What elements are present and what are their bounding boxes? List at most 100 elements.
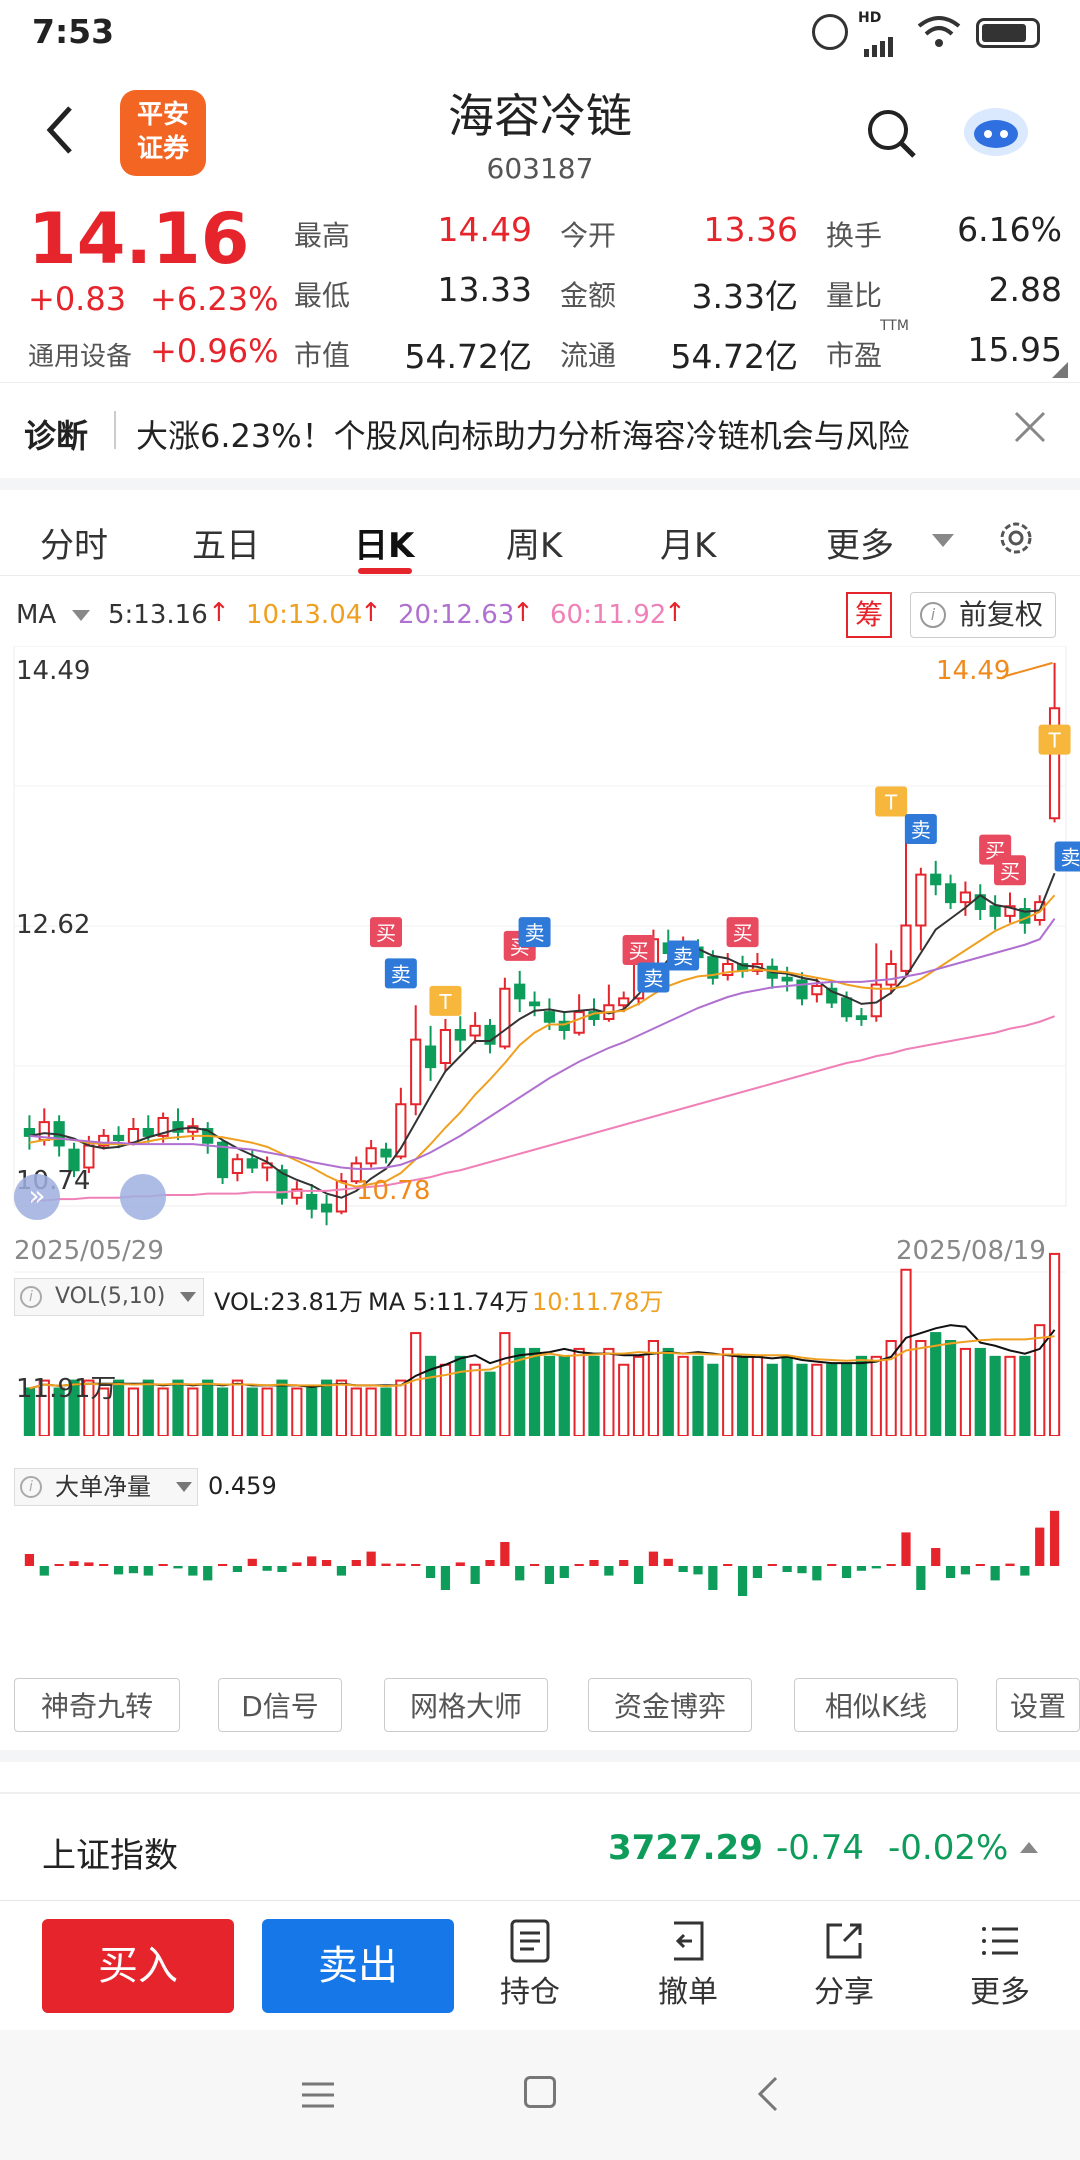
diagnosis-text[interactable]: 大涨6.23%！个股风向标助力分析海容冷链机会与风险 <box>136 417 910 455</box>
volume-bar <box>454 1355 466 1436</box>
chevron-up-icon[interactable] <box>1020 1842 1038 1853</box>
hold-button[interactable]: 持仓 <box>480 1919 580 2019</box>
tab-daily-k[interactable]: 日K <box>354 526 415 566</box>
candle-body <box>900 924 912 972</box>
flow-bar <box>663 1558 673 1566</box>
flow-bar <box>975 1564 985 1566</box>
signal-badge <box>994 855 1026 886</box>
flow-bar <box>782 1566 792 1572</box>
y-axis-high: 14.49 <box>16 656 91 686</box>
flow-bar <box>945 1566 956 1578</box>
tool-fund-game[interactable]: 资金博弈 <box>588 1678 752 1732</box>
tool-similar-k[interactable]: 相似K线 <box>794 1678 958 1732</box>
signal-badge <box>1038 724 1071 755</box>
tab-five-day[interactable]: 五日 <box>192 526 260 566</box>
signal-label: 卖 <box>1061 846 1080 870</box>
flow-bar <box>693 1566 703 1575</box>
ttm-superscript: TTM <box>880 318 909 334</box>
field-label: 金额 <box>560 279 617 312</box>
flow-bar <box>321 1560 332 1566</box>
field-value-high: 14.49 <box>437 210 532 249</box>
flow-selector[interactable]: 大单净量 <box>14 1468 198 1506</box>
flow-bar <box>84 1562 94 1566</box>
flow-bar <box>752 1566 763 1578</box>
hd-indicator: HD <box>858 10 882 26</box>
search-icon[interactable] <box>864 106 920 162</box>
close-icon[interactable] <box>1012 409 1048 445</box>
flow-bar <box>366 1551 376 1566</box>
signal-label: T <box>884 791 898 815</box>
tab-monthly-k[interactable]: 月K <box>660 526 717 566</box>
volume-bar <box>53 1387 65 1436</box>
signal-badge <box>904 814 937 844</box>
candle-body <box>231 1158 244 1174</box>
share-button[interactable]: 分享 <box>794 1919 894 2019</box>
vol-value: VOL:23.81万 <box>214 1288 364 1316</box>
candle-body <box>291 1188 303 1199</box>
field-label: 最高 <box>294 219 351 252</box>
volume-bar <box>528 1347 541 1436</box>
volume-bar <box>959 1347 972 1436</box>
sell-button[interactable]: 卖出 <box>262 1919 454 2013</box>
vol-selector[interactable]: VOL(5,10) <box>14 1278 204 1316</box>
expand-left-icon[interactable]: » <box>14 1174 60 1220</box>
tool-nine-turn[interactable]: 神奇九转 <box>14 1678 180 1732</box>
more-button[interactable]: 更多 <box>950 1919 1050 2019</box>
tab-more[interactable]: 更多 <box>826 526 894 566</box>
tab-intraday[interactable]: 分时 <box>40 526 108 566</box>
candle-body <box>469 1024 481 1037</box>
tool-d-signal[interactable]: D信号 <box>218 1678 342 1732</box>
gear-icon[interactable] <box>996 518 1036 558</box>
buy-button[interactable]: 买入 <box>42 1919 234 2013</box>
menu-list-icon <box>982 1927 1018 1955</box>
expand-corner-icon[interactable] <box>1052 362 1068 378</box>
back-icon[interactable] <box>756 2076 780 2112</box>
signal-label: 买 <box>1000 859 1020 883</box>
tool-settings[interactable]: 设置 <box>996 1678 1080 1732</box>
fullscreen-icon[interactable] <box>120 1174 166 1220</box>
candle-body <box>142 1128 154 1137</box>
volume-bar <box>98 1387 110 1436</box>
flow-bar <box>544 1566 555 1584</box>
chip-distribution-button[interactable]: 筹 <box>846 592 892 638</box>
field-value-open: 13.36 <box>703 210 798 249</box>
flow-bar <box>351 1560 361 1566</box>
candle-body <box>811 985 823 996</box>
ma-line-ma10 <box>29 894 1056 1188</box>
signal-badge <box>622 935 655 965</box>
volume-bar <box>484 1371 496 1436</box>
price-adjust-button[interactable]: 前复权 <box>910 592 1056 638</box>
tool-grid-master[interactable]: 网格大师 <box>384 1678 548 1732</box>
robot-assistant-icon[interactable] <box>960 98 1032 162</box>
candle-body <box>424 1045 437 1069</box>
cancel-order-button[interactable]: 撤单 <box>638 1919 738 2019</box>
divider <box>0 1792 1080 1794</box>
volume-bar <box>915 1340 927 1436</box>
volume-bar <box>826 1363 838 1436</box>
candle-body <box>246 1158 258 1169</box>
recent-apps-icon[interactable] <box>300 2080 336 2110</box>
index-bar[interactable]: 上证指数 3727.29 -0.74 -0.02% <box>0 1750 1080 1900</box>
ma-selector[interactable]: MA <box>16 600 57 630</box>
flow-bar <box>158 1564 168 1566</box>
candle-body <box>410 1038 422 1106</box>
diagnosis-banner[interactable]: 诊断 大涨6.23%！个股风向标助力分析海容冷链机会与风险 <box>0 382 1080 478</box>
signal-icon <box>862 26 902 57</box>
volume-bar <box>261 1387 273 1436</box>
signal-badge <box>429 985 462 1016</box>
signal-sell-marker: 卖 <box>384 958 417 989</box>
candle-body <box>722 963 734 976</box>
field-value-pe: 15.95 <box>967 330 1062 369</box>
home-icon[interactable] <box>524 2076 556 2108</box>
flow-bar <box>723 1564 733 1566</box>
back-arrow-icon[interactable] <box>40 102 80 158</box>
chevron-down-icon <box>72 610 90 621</box>
candle-body <box>796 979 808 1000</box>
tab-weekly-k[interactable]: 周K <box>506 526 563 566</box>
flow-bar <box>678 1566 688 1572</box>
field-label: 最低 <box>294 279 351 312</box>
signal-label: 卖 <box>525 921 545 945</box>
flow-bar <box>336 1566 347 1576</box>
stock-name: 海容冷链 <box>448 89 632 143</box>
